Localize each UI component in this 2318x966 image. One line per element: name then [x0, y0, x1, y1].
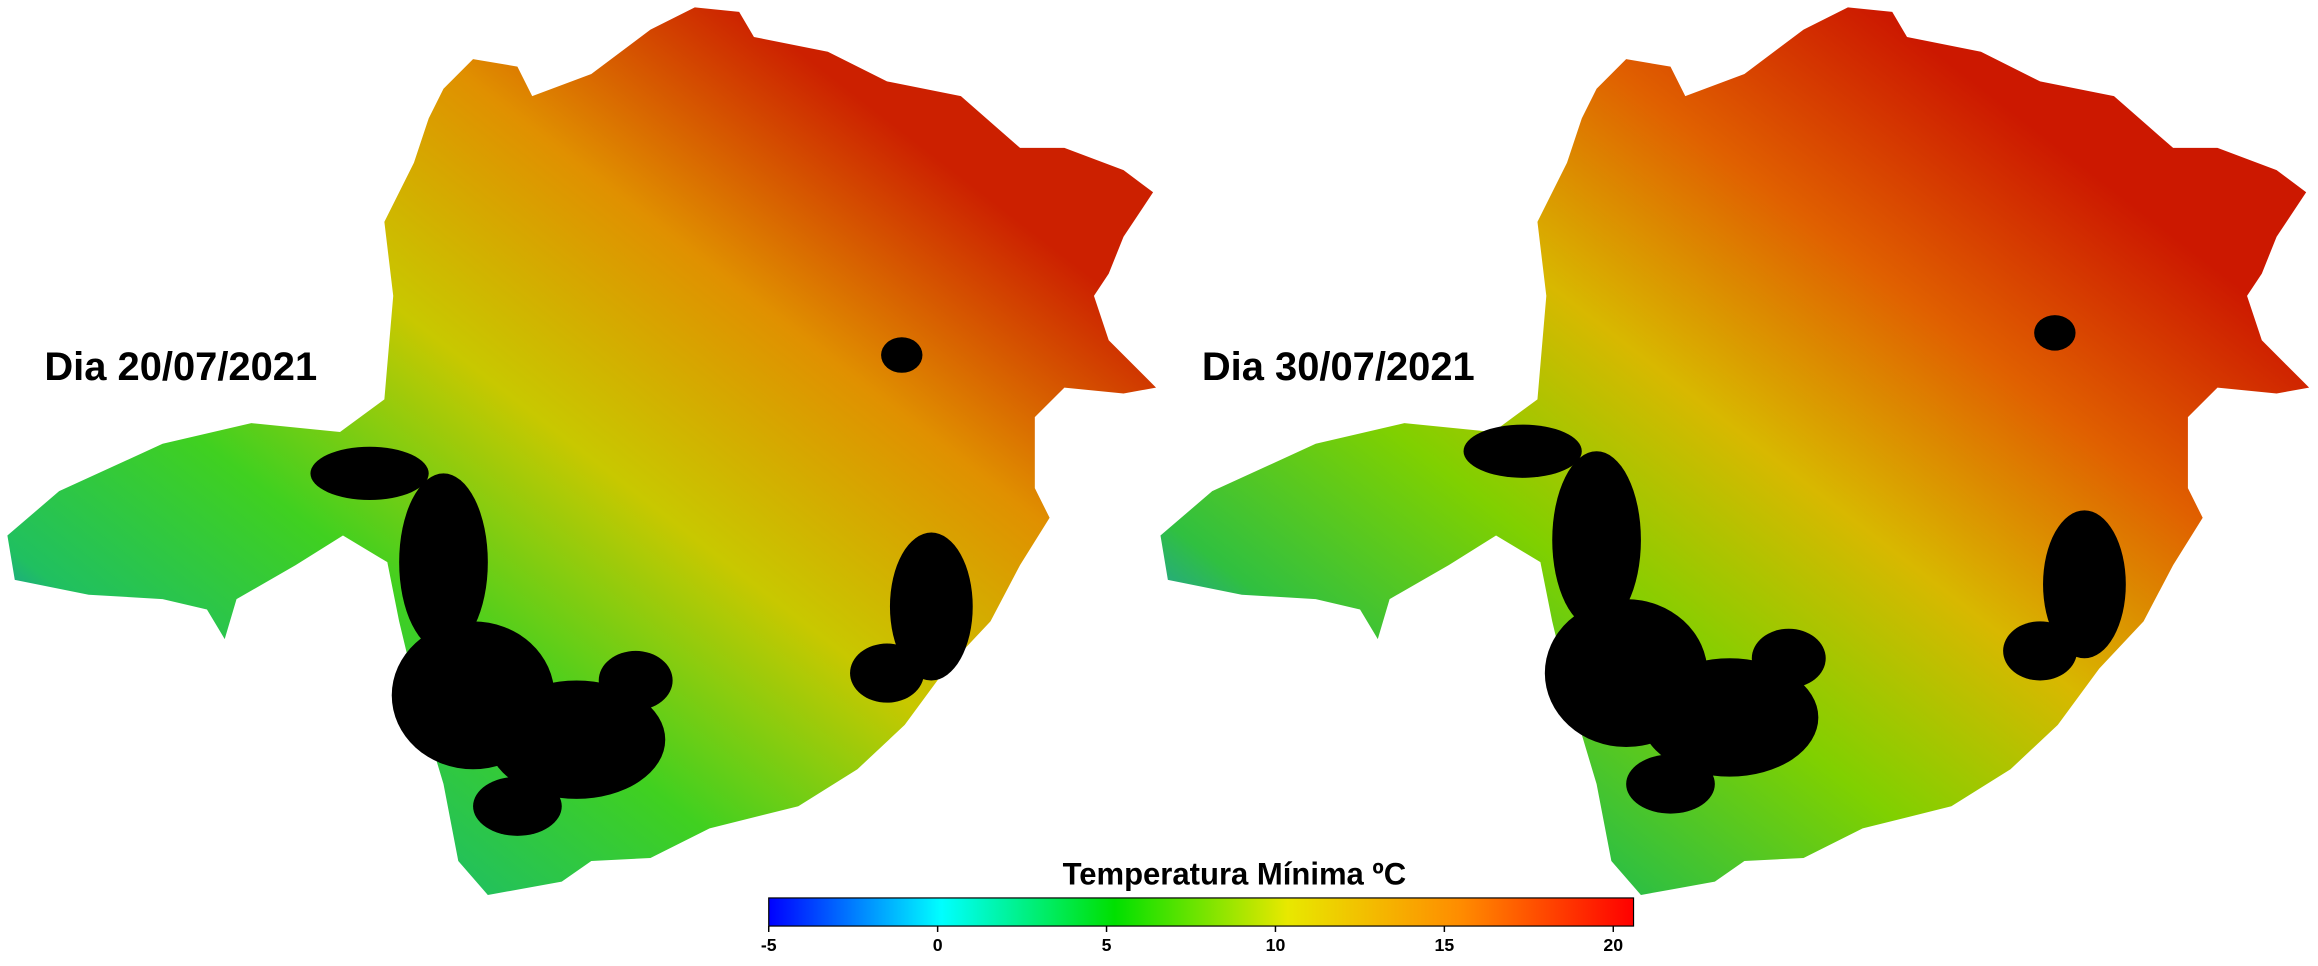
colorbar-tick-label: 20	[1603, 935, 1623, 955]
map-left	[7, 7, 1157, 895]
colorbar-tick-label: 10	[1266, 935, 1286, 955]
colorbar: -5 0 5 10 15 20	[761, 897, 1635, 955]
colorbar-title: Temperatura Mínima ºC	[1063, 857, 1407, 892]
colorbar-ramp	[768, 897, 1635, 927]
map-right	[1160, 7, 2310, 895]
colorbar-tick-label: 15	[1434, 935, 1454, 955]
panel-label: Dia 20/07/2021	[44, 345, 317, 389]
colorbar-tick-label: -5	[761, 935, 777, 955]
colorbar-tick-label: 5	[1102, 935, 1112, 955]
panel-label: Dia 30/07/2021	[1202, 345, 1475, 389]
colorbar-tick-label: 0	[933, 935, 943, 955]
